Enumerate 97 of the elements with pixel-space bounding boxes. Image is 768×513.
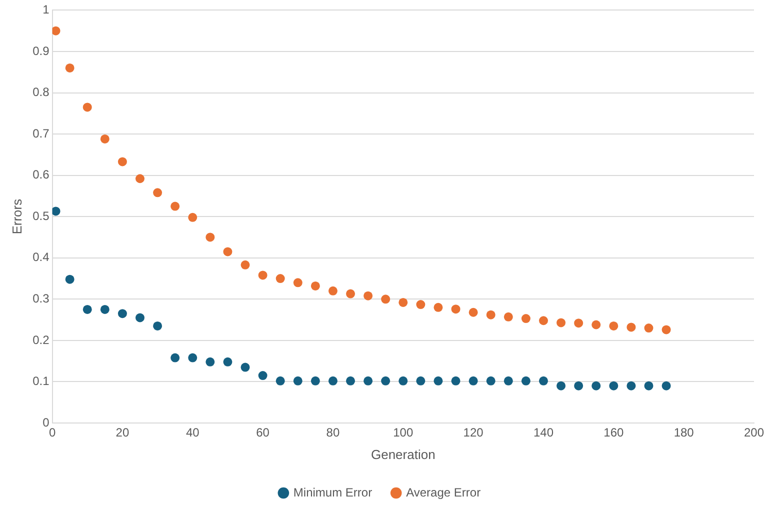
x-tick-label: 200 (744, 426, 764, 440)
point (626, 381, 636, 390)
point (521, 376, 530, 386)
y-tick-label: 0.1 (32, 374, 50, 388)
point (451, 376, 460, 386)
point (65, 63, 74, 72)
point (609, 381, 618, 390)
x-tick-label: 140 (533, 426, 554, 440)
point (609, 321, 618, 330)
point (276, 274, 285, 284)
x-tick-label: 100 (393, 426, 414, 440)
point (240, 260, 250, 270)
point (574, 381, 584, 390)
point (118, 309, 127, 318)
y-tick-label: 0.2 (32, 332, 50, 347)
point (65, 274, 74, 284)
y-tick-label: 0.6 (32, 168, 50, 182)
point (662, 381, 671, 390)
point (592, 320, 601, 330)
point (328, 286, 338, 296)
x-tick-label: 180 (674, 426, 694, 440)
point (662, 325, 671, 334)
point (416, 300, 426, 310)
x-tick-label: 60 (256, 426, 270, 440)
point (223, 247, 232, 256)
point (434, 376, 443, 386)
point (52, 26, 60, 36)
point (626, 322, 636, 332)
point (188, 212, 198, 222)
point (398, 376, 408, 386)
point (293, 376, 302, 386)
legend-label: Average Error (406, 485, 481, 500)
point (574, 318, 584, 328)
y-tick-label: 0.5 (32, 208, 50, 223)
point (258, 371, 268, 380)
point (486, 376, 496, 386)
y-axis-title: Errors (9, 198, 24, 234)
x-tick-label: 120 (463, 426, 484, 440)
point (486, 310, 496, 320)
point (592, 381, 601, 390)
point (135, 313, 144, 322)
point (451, 304, 460, 314)
point (644, 381, 654, 390)
point (52, 206, 60, 216)
point (206, 232, 215, 242)
point (310, 281, 320, 290)
y-tick-label: 0.3 (32, 291, 50, 306)
point (346, 376, 356, 386)
y-tick-label: 1 (42, 2, 50, 17)
point (240, 362, 250, 372)
point (364, 291, 373, 300)
point (310, 376, 320, 386)
point (381, 376, 390, 386)
point (82, 304, 92, 314)
y-tick-label: 0 (42, 415, 50, 430)
point (153, 188, 162, 198)
x-tick-label: 40 (186, 426, 200, 440)
point (504, 376, 513, 386)
y-tick-label: 0.8 (32, 85, 50, 100)
point (276, 376, 285, 386)
point (328, 376, 338, 386)
point (170, 353, 180, 362)
point (381, 294, 390, 304)
x-tick-label: 20 (116, 426, 130, 440)
point (434, 302, 443, 312)
point (556, 381, 566, 390)
point (258, 270, 268, 280)
y-tick-label: 0.7 (32, 126, 50, 140)
point (135, 174, 144, 184)
point (170, 202, 180, 211)
point (556, 318, 566, 328)
point (188, 353, 198, 362)
point (346, 289, 356, 298)
y-tick-label: 0.9 (32, 44, 50, 58)
x-tick-label: 80 (326, 426, 340, 440)
point (206, 357, 215, 366)
y-tick-label: 0.4 (32, 250, 50, 264)
point (293, 278, 302, 288)
point (538, 316, 548, 326)
point (521, 314, 530, 324)
point (468, 376, 478, 386)
point (538, 376, 548, 386)
point (398, 298, 408, 307)
legend-label: Minimum Error (293, 485, 372, 500)
point (468, 308, 478, 317)
point (223, 357, 232, 366)
point (100, 134, 110, 144)
point (416, 376, 426, 386)
point (118, 157, 127, 166)
point (100, 304, 110, 314)
x-axis-title: Generation (370, 446, 436, 462)
point (82, 102, 92, 112)
point (153, 321, 162, 330)
point (364, 376, 373, 386)
point (504, 312, 513, 322)
point (644, 324, 654, 333)
x-tick-label: 160 (604, 426, 624, 440)
